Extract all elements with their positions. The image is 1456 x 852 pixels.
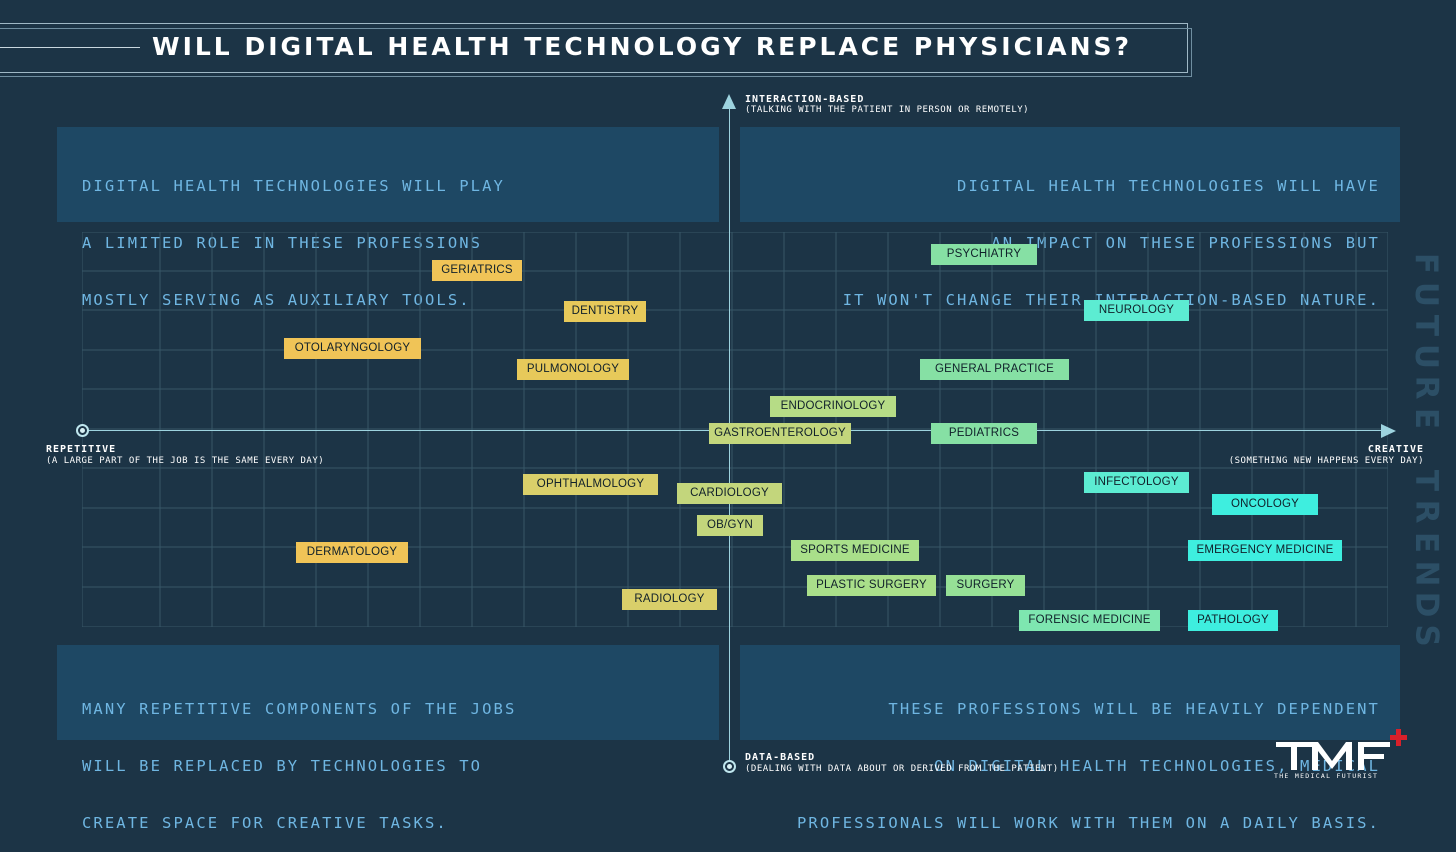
profession-tag-forensic-medicine: FORENSIC MEDICINE: [1019, 610, 1160, 631]
panel-bottom-left-line-1: MANY REPETITIVE COMPONENTS OF THE JOBS: [82, 700, 517, 718]
right-arrow-icon: [1381, 424, 1396, 438]
profession-tag-otolaryngology: OTOLARYNGOLOGY: [284, 338, 421, 359]
profession-tag-dermatology: DERMATOLOGY: [296, 542, 408, 563]
panel-top-left-text: DIGITAL HEALTH TECHNOLOGIES WILL PLAY A …: [82, 139, 505, 329]
panel-top-left-line-2: A LIMITED ROLE IN THESE PROFESSIONS: [82, 234, 483, 252]
profession-tag-geriatrics: GERIATRICS: [432, 260, 522, 281]
profession-tag-oncology: ONCOLOGY: [1212, 494, 1318, 515]
profession-tag-infectology: INFECTOLOGY: [1084, 472, 1189, 493]
tmf-logo-icon: [1276, 729, 1407, 770]
panel-top-left: [57, 127, 719, 222]
profession-tag-emergency-medicine: EMERGENCY MEDICINE: [1188, 540, 1342, 561]
logo-subtitle: THE MEDICAL FUTURIST: [1274, 772, 1379, 780]
brand-vertical-letter: F: [1408, 252, 1445, 275]
profession-tag-endocrinology: ENDOCRINOLOGY: [770, 396, 896, 417]
panel-top-right: [740, 127, 1400, 222]
profession-tag-ophthalmology: OPHTHALMOLOGY: [523, 474, 658, 495]
up-arrow-icon: [722, 94, 736, 109]
brand-vertical-letter: E: [1408, 407, 1445, 430]
brand-vertical-letter: N: [1408, 560, 1445, 587]
axis-bottom-label: DATA-BASED: [745, 752, 816, 763]
profession-tag-pulmonology: PULMONOLOGY: [517, 359, 629, 380]
profession-tag-gastroenterology: GASTROENTEROLOGY: [709, 423, 851, 444]
profession-tag-radiology: RADIOLOGY: [622, 589, 717, 610]
profession-tag-cardiology: CARDIOLOGY: [677, 483, 782, 504]
brand-vertical-letter: E: [1408, 531, 1445, 554]
panel-top-right-line-1: DIGITAL HEALTH TECHNOLOGIES WILL HAVE: [957, 177, 1380, 195]
brand-vertical-letter: U: [1408, 281, 1445, 308]
brand-vertical-letter: D: [1408, 591, 1445, 618]
profession-tag-psychiatry: PSYCHIATRY: [931, 244, 1037, 265]
profession-tag-pediatrics: PEDIATRICS: [931, 423, 1037, 444]
axis-right-label: CREATIVE: [1367, 444, 1424, 455]
brand-vertical-letter: S: [1408, 624, 1445, 647]
page-title: WILL DIGITAL HEALTH TECHNOLOGY REPLACE P…: [152, 32, 1133, 61]
panel-bottom-left-text: MANY REPETITIVE COMPONENTS OF THE JOBS W…: [82, 662, 516, 852]
panel-bottom-right: [740, 645, 1400, 740]
panel-bottom-left-line-3: CREATE SPACE FOR CREATIVE TASKS.: [82, 814, 448, 832]
panel-top-right-line-2: AN IMPACT ON THESE PROFESSIONS BUT: [991, 234, 1380, 252]
panel-top-right-text: DIGITAL HEALTH TECHNOLOGIES WILL HAVE AN…: [843, 139, 1380, 329]
brand-vertical-letter: [1410, 444, 1441, 455]
brand-vertical-letter: R: [1408, 375, 1445, 400]
panel-bottom-right-line-1: THESE PROFESSIONS WILL BE HEAVILY DEPEND…: [888, 700, 1380, 718]
panel-top-left-line-3: MOSTLY SERVING AS AUXILIARY TOOLS.: [82, 291, 471, 309]
title-frame: [0, 23, 1192, 77]
axis-left-label: REPETITIVE: [46, 444, 117, 455]
panel-bottom-left-line-2: WILL BE REPLACED BY TECHNOLOGIES TO: [82, 757, 483, 775]
profession-tag-plastic-surgery: PLASTIC SURGERY: [807, 575, 936, 596]
axis-right-sub: (SOMETHING NEW HAPPENS EVERY DAY): [1228, 456, 1424, 466]
axis-origin-bottom-dot-icon: [723, 760, 736, 773]
profession-tag-pathology: PATHOLOGY: [1188, 610, 1278, 631]
axis-left-sub: (A LARGE PART OF THE JOB IS THE SAME EVE…: [46, 456, 325, 466]
profession-tag-obgyn: OB/GYN: [697, 515, 763, 536]
axis-origin-left-dot-icon: [76, 424, 89, 437]
profession-tag-neurology: NEUROLOGY: [1084, 300, 1189, 321]
panel-top-left-line-1: DIGITAL HEALTH TECHNOLOGIES WILL PLAY: [82, 177, 505, 195]
brand-vertical-letter: R: [1408, 499, 1445, 524]
panel-bottom-right-line-2: ON DIGITAL HEALTH TECHNOLOGIES, MEDICAL: [934, 757, 1380, 775]
profession-tag-surgery: SURGERY: [946, 575, 1025, 596]
title-accent-line: [0, 47, 140, 48]
axis-bottom-sub: (DEALING WITH DATA ABOUT OR DERIVED FROM…: [745, 764, 1059, 774]
profession-tag-general-practice: GENERAL PRACTICE: [920, 359, 1069, 380]
profession-tag-dentistry: DENTISTRY: [564, 301, 646, 322]
brand-vertical-letter: U: [1408, 343, 1445, 370]
panel-bottom-left: [57, 645, 719, 740]
background-grid: [82, 232, 1388, 627]
profession-tag-sports-medicine: SPORTS MEDICINE: [791, 540, 919, 561]
axis-top-label: INTERACTION-BASED: [745, 94, 865, 105]
panel-bottom-right-line-3: PROFESSIONALS WILL WORK WITH THEM ON A D…: [796, 814, 1380, 832]
axis-top-sub: (TALKING WITH THE PATIENT IN PERSON OR R…: [745, 105, 1030, 115]
brand-vertical-letter: T: [1408, 314, 1445, 337]
brand-vertical-letter: T: [1408, 469, 1445, 492]
